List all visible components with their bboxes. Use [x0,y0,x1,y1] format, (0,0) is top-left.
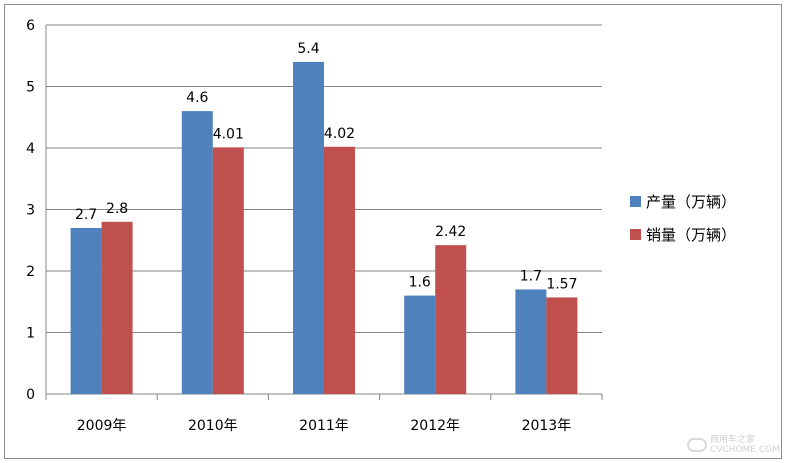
bar [70,227,102,394]
data-label: 4.6 [186,90,208,106]
y-tick-label: 2 [26,264,35,280]
y-tick-label: 4 [26,141,35,157]
data-label: 1.57 [546,276,577,292]
x-tick-label: 2012年 [410,418,460,434]
x-tick-label: 2010年 [188,418,238,434]
y-tick-label: 3 [26,203,35,219]
bar [293,61,324,395]
legend-swatch [630,196,641,207]
bar [546,297,578,394]
data-label: 2.8 [106,201,128,217]
data-label: 5.4 [297,41,319,57]
bar [435,245,467,394]
x-tick-label: 2011年 [299,418,349,434]
bar [404,295,436,394]
watermark-logo: 商用车之家 CVCHOME.COM [686,435,780,455]
bar [515,289,547,394]
bar [181,111,213,394]
bar [101,221,133,394]
x-tick-label: 2013年 [522,418,572,434]
data-label: 2.7 [75,207,97,223]
chart-frame [4,4,782,459]
data-label: 4.01 [213,126,244,142]
data-label: 4.02 [324,126,355,142]
axes: 0 1 2 3 4 5 6 2009年 2010年 2011年 2012年 2013年 [26,18,603,434]
x-tick-label: 2009年 [77,418,127,434]
logo-icon [686,438,707,452]
legend-label: 产量（万辆） [646,193,736,211]
data-label: 2.42 [435,224,466,240]
y-tick-label: 1 [26,326,35,342]
watermark-line2: CVCHOME.COM [709,445,780,455]
legend-swatch [630,229,641,240]
data-label: 1.7 [520,268,542,284]
y-tick-label: 0 [26,387,35,403]
data-label: 1.6 [409,275,431,291]
data-labels: 2.7 2.8 4.6 4.01 5.4 4.02 1.6 2.42 1.7 1.57 [75,41,578,293]
legend-label: 销量（万辆） [646,226,736,244]
watermark-line1: 商用车之家 [709,435,755,445]
y-tick-label: 5 [26,80,35,96]
legend: 产量（万辆） 销量（万辆） [630,193,736,244]
bars [70,61,578,395]
y-tick-label: 6 [26,18,35,34]
bar [212,147,244,394]
bar [324,146,355,394]
